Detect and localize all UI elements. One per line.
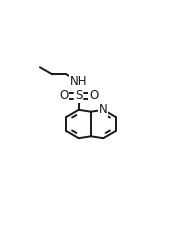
Text: O: O [89,89,98,102]
Text: NH: NH [70,75,88,88]
Text: S: S [75,89,82,102]
Text: N: N [99,103,108,116]
Text: O: O [59,89,68,102]
